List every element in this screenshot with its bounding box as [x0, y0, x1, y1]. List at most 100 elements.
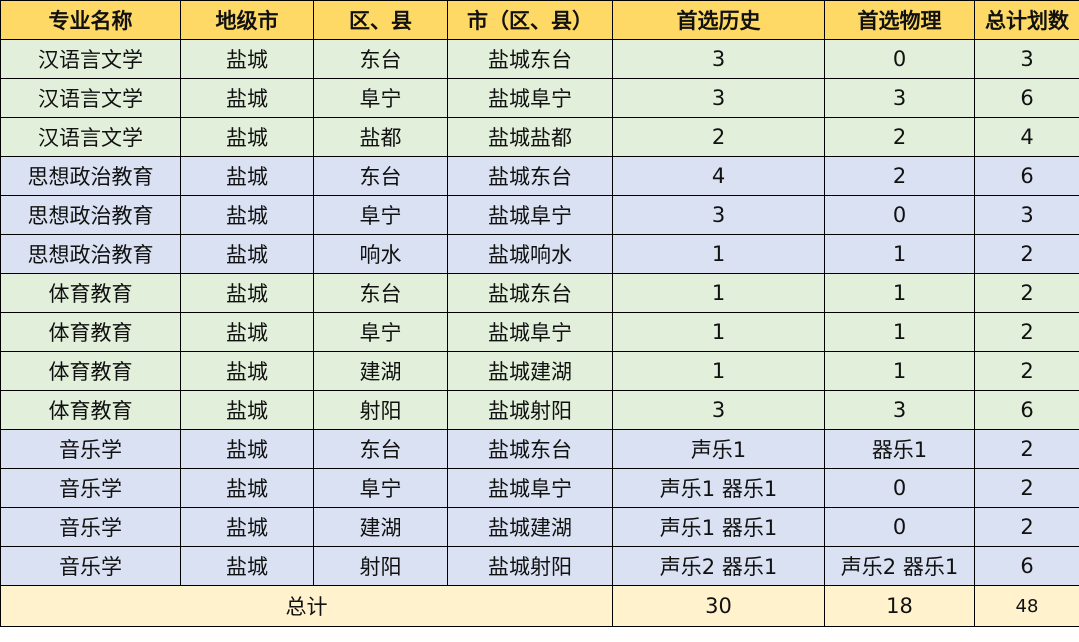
cell-major: 体育教育 [0, 312, 181, 352]
cell-physics: 0 [824, 507, 975, 547]
cell-history: 3 [612, 78, 825, 118]
cell-district: 阜宁 [313, 78, 448, 118]
enrollment-plan-table: 专业名称 地级市 区、县 市（区、县） 首选历史 首选物理 总计划数 汉语言文学… [0, 0, 1079, 627]
cell-major: 音乐学 [0, 468, 181, 508]
cell-history: 1 [612, 234, 825, 274]
cell-major: 体育教育 [0, 390, 181, 430]
cell-history: 1 [612, 273, 825, 313]
cell-physics: 3 [824, 78, 975, 118]
cell-city: 盐城 [180, 429, 314, 469]
cell-plan: 2 [974, 351, 1079, 391]
cell-plan: 6 [974, 156, 1079, 196]
cell-city-district: 盐城响水 [447, 234, 613, 274]
cell-district: 阜宁 [313, 195, 448, 235]
cell-plan: 2 [974, 234, 1079, 274]
cell-city: 盐城 [180, 468, 314, 508]
cell-city: 盐城 [180, 195, 314, 235]
cell-district: 射阳 [313, 390, 448, 430]
table-row: 体育教育 盐城 东台 盐城东台 1 1 2 [0, 273, 1079, 313]
cell-plan: 6 [974, 390, 1079, 430]
cell-physics: 2 [824, 117, 975, 157]
cell-district: 阜宁 [313, 312, 448, 352]
cell-history: 4 [612, 156, 825, 196]
cell-city-district: 盐城阜宁 [447, 195, 613, 235]
cell-physics: 器乐1 [824, 429, 975, 469]
cell-history: 声乐2 器乐1 [612, 546, 825, 586]
total-history: 30 [612, 585, 825, 627]
cell-city: 盐城 [180, 351, 314, 391]
cell-physics: 1 [824, 312, 975, 352]
cell-district: 东台 [313, 156, 448, 196]
table-row: 汉语言文学 盐城 东台 盐城东台 3 0 3 [0, 39, 1079, 79]
cell-district: 东台 [313, 429, 448, 469]
cell-physics: 0 [824, 195, 975, 235]
cell-history: 声乐1 器乐1 [612, 468, 825, 508]
header-major: 专业名称 [0, 0, 181, 40]
cell-district: 阜宁 [313, 468, 448, 508]
cell-history: 1 [612, 312, 825, 352]
cell-major: 思想政治教育 [0, 195, 181, 235]
cell-city-district: 盐城阜宁 [447, 78, 613, 118]
header-district: 区、县 [313, 0, 448, 40]
cell-city: 盐城 [180, 156, 314, 196]
total-label: 总计 [0, 585, 613, 627]
cell-history: 3 [612, 195, 825, 235]
cell-plan: 2 [974, 312, 1079, 352]
cell-city-district: 盐城东台 [447, 156, 613, 196]
cell-city: 盐城 [180, 312, 314, 352]
cell-city-district: 盐城阜宁 [447, 312, 613, 352]
table-row: 音乐学 盐城 射阳 盐城射阳 声乐2 器乐1 声乐2 器乐1 6 [0, 546, 1079, 586]
table-row: 思想政治教育 盐城 阜宁 盐城阜宁 3 0 3 [0, 195, 1079, 235]
table-row: 思想政治教育 盐城 响水 盐城响水 1 1 2 [0, 234, 1079, 274]
table-row: 音乐学 盐城 阜宁 盐城阜宁 声乐1 器乐1 0 2 [0, 468, 1079, 508]
cell-major: 汉语言文学 [0, 117, 181, 157]
cell-major: 汉语言文学 [0, 39, 181, 79]
cell-city-district: 盐城建湖 [447, 507, 613, 547]
header-city: 地级市 [180, 0, 314, 40]
cell-physics: 声乐2 器乐1 [824, 546, 975, 586]
cell-plan: 2 [974, 468, 1079, 508]
header-physics: 首选物理 [824, 0, 975, 40]
cell-major: 音乐学 [0, 429, 181, 469]
total-plan: 48 [974, 585, 1079, 627]
cell-city: 盐城 [180, 390, 314, 430]
cell-physics: 3 [824, 390, 975, 430]
table-row: 体育教育 盐城 射阳 盐城射阳 3 3 6 [0, 390, 1079, 430]
cell-plan: 6 [974, 546, 1079, 586]
cell-plan: 6 [974, 78, 1079, 118]
cell-city: 盐城 [180, 546, 314, 586]
cell-physics: 0 [824, 39, 975, 79]
cell-district: 建湖 [313, 351, 448, 391]
cell-physics: 1 [824, 351, 975, 391]
cell-city: 盐城 [180, 78, 314, 118]
cell-city-district: 盐城东台 [447, 39, 613, 79]
cell-district: 建湖 [313, 507, 448, 547]
cell-city-district: 盐城建湖 [447, 351, 613, 391]
cell-physics: 1 [824, 273, 975, 313]
table-row: 音乐学 盐城 东台 盐城东台 声乐1 器乐1 2 [0, 429, 1079, 469]
cell-city: 盐城 [180, 507, 314, 547]
cell-history: 2 [612, 117, 825, 157]
cell-district: 盐都 [313, 117, 448, 157]
table-row: 音乐学 盐城 建湖 盐城建湖 声乐1 器乐1 0 2 [0, 507, 1079, 547]
cell-city-district: 盐城射阳 [447, 390, 613, 430]
cell-city-district: 盐城射阳 [447, 546, 613, 586]
cell-city: 盐城 [180, 117, 314, 157]
cell-plan: 2 [974, 507, 1079, 547]
table-row: 汉语言文学 盐城 盐都 盐城盐都 2 2 4 [0, 117, 1079, 157]
cell-city: 盐城 [180, 39, 314, 79]
header-city-district: 市（区、县） [447, 0, 613, 40]
cell-physics: 2 [824, 156, 975, 196]
cell-district: 东台 [313, 39, 448, 79]
table-row: 体育教育 盐城 建湖 盐城建湖 1 1 2 [0, 351, 1079, 391]
cell-city-district: 盐城东台 [447, 273, 613, 313]
cell-plan: 3 [974, 195, 1079, 235]
table-row: 体育教育 盐城 阜宁 盐城阜宁 1 1 2 [0, 312, 1079, 352]
cell-major: 音乐学 [0, 507, 181, 547]
cell-city: 盐城 [180, 273, 314, 313]
cell-city-district: 盐城盐都 [447, 117, 613, 157]
cell-plan: 3 [974, 39, 1079, 79]
cell-major: 音乐学 [0, 546, 181, 586]
cell-city-district: 盐城阜宁 [447, 468, 613, 508]
cell-major: 体育教育 [0, 351, 181, 391]
